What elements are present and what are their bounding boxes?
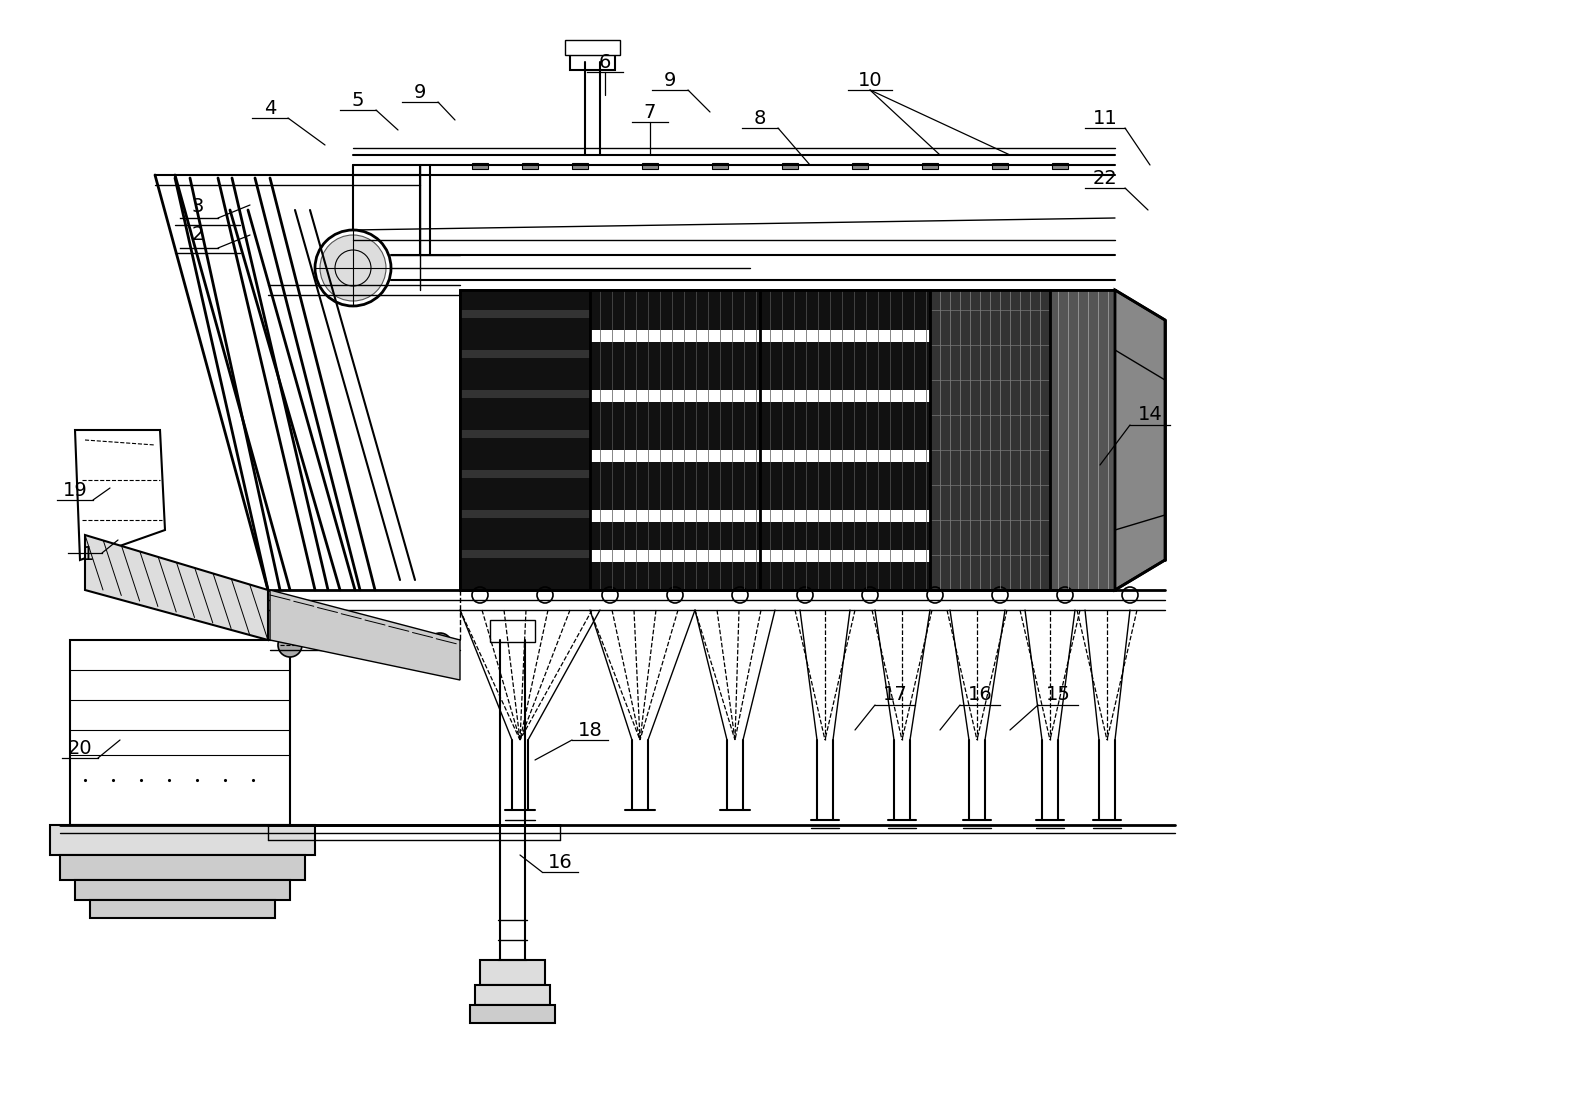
Bar — [761, 390, 929, 402]
Text: 9: 9 — [663, 71, 676, 89]
Bar — [50, 825, 315, 855]
Text: 1: 1 — [82, 545, 94, 564]
Bar — [572, 163, 587, 169]
Bar — [852, 163, 868, 169]
Bar — [929, 290, 1051, 590]
Bar — [60, 855, 306, 880]
Text: 17: 17 — [882, 685, 907, 704]
Bar — [460, 350, 591, 358]
Text: 20: 20 — [68, 738, 93, 757]
Polygon shape — [269, 590, 460, 680]
Circle shape — [279, 633, 302, 657]
Bar — [761, 510, 929, 522]
Bar — [476, 985, 550, 1005]
Text: 9: 9 — [414, 83, 427, 101]
Text: 16: 16 — [548, 853, 572, 872]
Text: 22: 22 — [1093, 169, 1117, 187]
Text: 14: 14 — [1137, 406, 1162, 424]
Bar — [90, 900, 276, 918]
Circle shape — [320, 235, 386, 301]
Text: 19: 19 — [63, 480, 87, 499]
Text: 3: 3 — [192, 197, 205, 216]
Bar — [761, 329, 929, 342]
Bar — [76, 880, 290, 900]
Polygon shape — [85, 534, 268, 640]
Bar — [490, 620, 536, 642]
Polygon shape — [76, 430, 165, 560]
Bar — [460, 550, 591, 558]
Bar — [591, 390, 761, 402]
Text: 11: 11 — [1093, 108, 1117, 128]
Bar — [761, 550, 929, 562]
Bar — [761, 290, 929, 590]
Bar — [460, 390, 591, 398]
Bar — [761, 450, 929, 462]
Bar — [921, 163, 939, 169]
Bar — [460, 290, 1115, 590]
Text: 7: 7 — [644, 102, 657, 121]
Bar — [460, 290, 591, 590]
Bar — [460, 469, 591, 478]
Bar — [469, 1005, 554, 1023]
Bar — [591, 450, 761, 462]
Bar — [591, 550, 761, 562]
Bar — [521, 163, 539, 169]
Text: 5: 5 — [351, 90, 364, 109]
Bar — [992, 163, 1008, 169]
Bar — [591, 510, 761, 522]
Polygon shape — [1115, 290, 1166, 590]
Bar — [783, 163, 799, 169]
Text: 4: 4 — [265, 98, 276, 118]
Text: 6: 6 — [598, 53, 611, 72]
Bar — [460, 310, 591, 318]
Bar — [643, 163, 658, 169]
Text: 18: 18 — [578, 721, 602, 739]
Bar — [712, 163, 728, 169]
Bar — [480, 960, 545, 985]
Bar — [1051, 290, 1115, 590]
Text: 10: 10 — [858, 71, 882, 89]
Text: 8: 8 — [754, 108, 765, 128]
Circle shape — [315, 230, 391, 306]
Bar — [570, 55, 614, 71]
Bar — [565, 40, 621, 55]
Text: 2: 2 — [192, 226, 205, 245]
Bar — [1052, 163, 1068, 169]
Circle shape — [428, 633, 452, 657]
Bar — [591, 329, 761, 342]
Bar — [69, 640, 290, 825]
Bar — [460, 510, 591, 518]
Bar — [472, 163, 488, 169]
Text: 16: 16 — [967, 685, 992, 704]
Bar — [460, 430, 591, 437]
Text: 15: 15 — [1046, 685, 1071, 704]
Bar — [591, 290, 761, 590]
